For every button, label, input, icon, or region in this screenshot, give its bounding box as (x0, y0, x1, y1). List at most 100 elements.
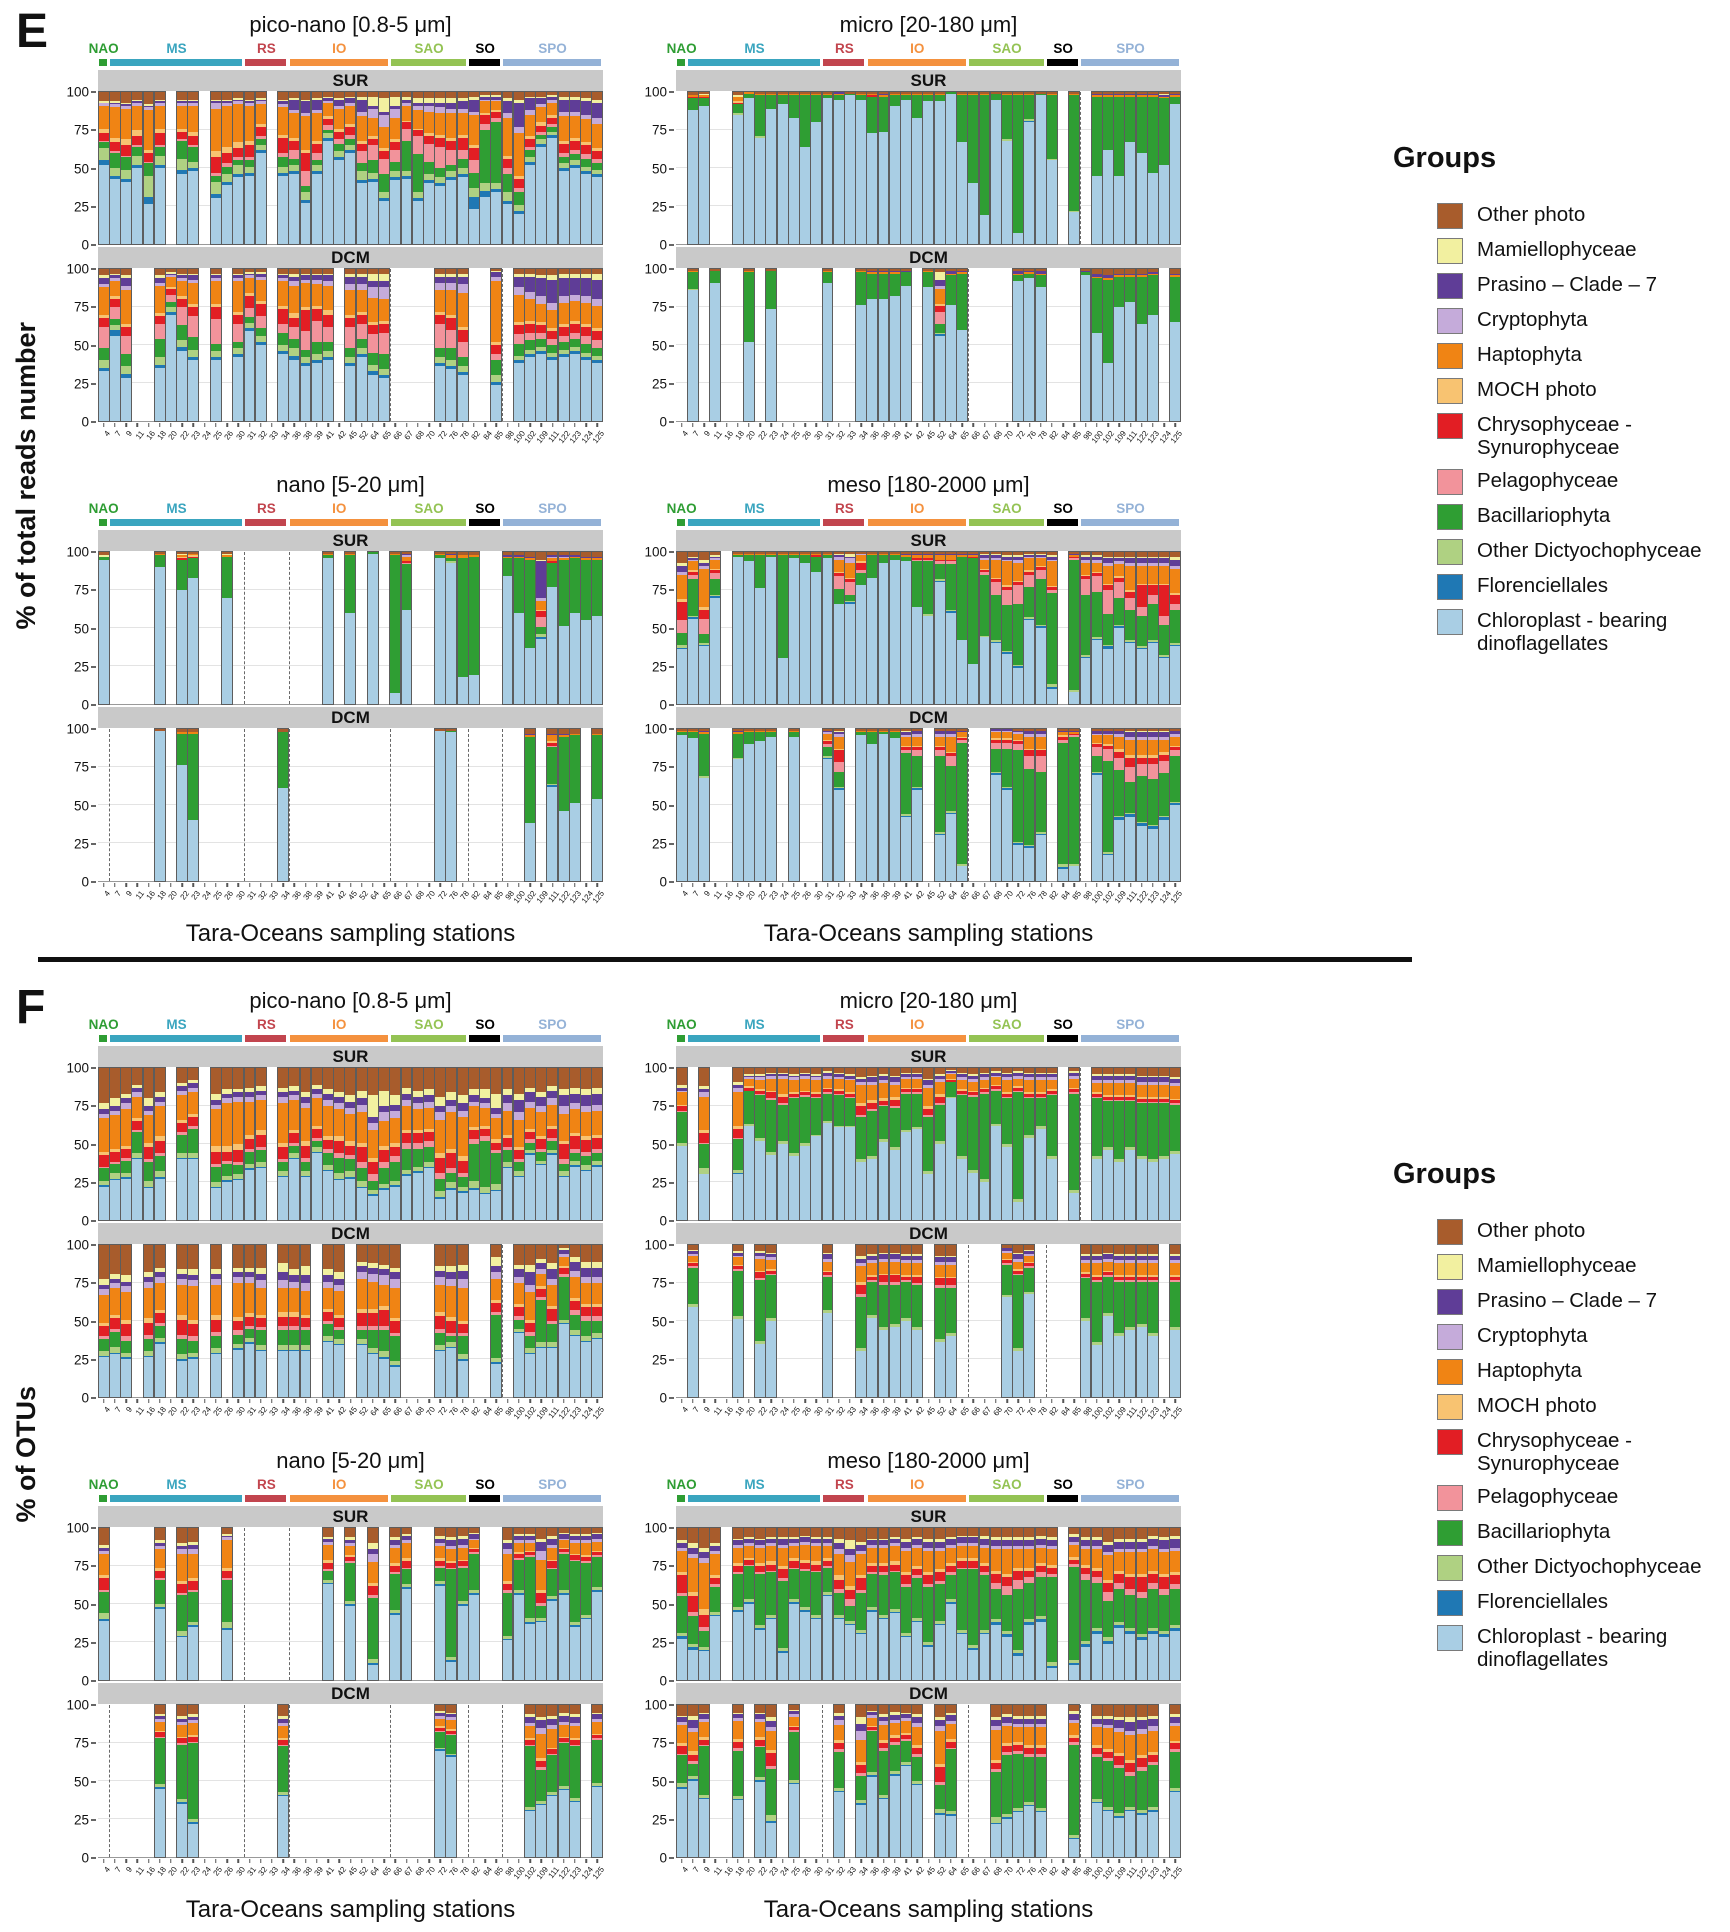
bar-segment (1080, 559, 1091, 563)
bar-segment (822, 98, 833, 244)
stacked-bar (142, 1067, 155, 1221)
bar-segment (233, 1180, 244, 1220)
bar-segment (581, 1139, 591, 1152)
bar-segment (233, 164, 244, 175)
station-slot-109 (535, 268, 548, 422)
bar-segment (592, 1261, 603, 1268)
station-slot-124 (580, 91, 592, 245)
bar-segment (109, 1148, 120, 1152)
bar-segment (323, 1342, 333, 1397)
station-slot-123 (568, 268, 581, 422)
station-slot-7 (108, 268, 121, 422)
bar-segment (547, 552, 558, 556)
bar-segment (177, 1134, 188, 1154)
bar-segment (401, 105, 412, 121)
bar-segment (412, 1068, 423, 1091)
bar-segment (811, 95, 822, 123)
stacked-bar (131, 1067, 144, 1221)
x-tick-mark (1062, 423, 1064, 427)
bar-segment (1147, 739, 1158, 755)
bar-segment (687, 729, 698, 731)
bar-segment (945, 305, 956, 421)
x-tick-mark (972, 423, 975, 427)
station-slot-85 (490, 1067, 503, 1221)
bar-segment (502, 1166, 513, 1169)
bar-segment (979, 1074, 990, 1078)
bar-segment (491, 269, 502, 271)
stacked-bar (866, 1067, 879, 1221)
x-tick-mark (1118, 883, 1121, 887)
bar-segment (788, 1068, 799, 1075)
bar-segment (889, 105, 900, 244)
bar-segment (1002, 729, 1012, 731)
bar-segment (356, 1098, 367, 1105)
bar-segment (244, 330, 255, 421)
bar-segment (901, 815, 911, 818)
bar-segment (581, 1068, 591, 1090)
x-tick-mark (1028, 423, 1031, 427)
bar-segment (822, 759, 833, 881)
bar-segment (289, 276, 300, 282)
bar-segment (278, 788, 289, 881)
bar-segment (968, 1169, 979, 1173)
bar-segment (278, 1142, 289, 1148)
bar-segment (1114, 276, 1125, 307)
x-tick-label: 4 (102, 429, 113, 439)
bar-segment (1114, 307, 1125, 421)
bar-segment (1170, 556, 1181, 560)
bar-segment (592, 299, 603, 306)
bar-segment (592, 158, 603, 164)
bar-segment (502, 98, 513, 102)
bar-segment (1136, 558, 1147, 563)
station-slot-82 (1045, 1067, 1058, 1221)
bar-segment (121, 1172, 131, 1178)
station-slot-39 (311, 552, 322, 704)
region-label-RS: RS (256, 1017, 276, 1032)
region-boundary-line (468, 552, 470, 704)
bar-segment (878, 1104, 889, 1107)
bar-segment (210, 357, 221, 361)
bar-segment (502, 1147, 513, 1151)
bar-segment (990, 579, 1001, 583)
bar-segment (457, 552, 468, 556)
bar-segment (766, 1072, 777, 1075)
bar-segment (558, 733, 569, 736)
bar-segment (536, 1151, 547, 1161)
y-tick-label: 25 (73, 376, 89, 392)
bar-segment (957, 273, 968, 330)
bar-segment (177, 99, 188, 102)
bar-segment (356, 1068, 367, 1091)
bar-segment (367, 178, 378, 182)
bar-segment (844, 553, 855, 557)
region-label-NAO: NAO (88, 1017, 119, 1032)
y-tick-label: 0 (659, 414, 667, 430)
bar-segment (109, 175, 120, 179)
bar-slots (97, 1067, 604, 1221)
bar-segment (334, 1096, 345, 1104)
bar-segment (177, 1278, 188, 1285)
bar-segment (491, 384, 502, 421)
bar-segment (367, 334, 378, 353)
bar-segment (132, 1096, 143, 1119)
bar-segment (109, 269, 120, 274)
bar-segment (699, 565, 709, 569)
bar-segment (524, 556, 535, 559)
bar-segment (334, 1272, 345, 1279)
bar-segment (502, 1162, 513, 1167)
depth-layer-header-DCM: DCM (98, 707, 603, 728)
bar-segment (255, 1130, 266, 1135)
region-boundary-line (502, 269, 503, 421)
bar-segment (457, 1264, 468, 1271)
bar-segment (777, 1102, 788, 1105)
bar-segment (536, 96, 547, 99)
bar-segment (878, 553, 889, 556)
bar-segment (222, 92, 232, 100)
bar-segment (121, 290, 131, 324)
bar-segment (811, 1136, 822, 1220)
bar-segment (524, 1322, 535, 1332)
bar-segment (536, 638, 547, 704)
bar-segment (98, 556, 109, 560)
bar-segment (592, 552, 603, 557)
bar-segment (121, 1098, 131, 1104)
bar-segment (513, 1150, 524, 1160)
